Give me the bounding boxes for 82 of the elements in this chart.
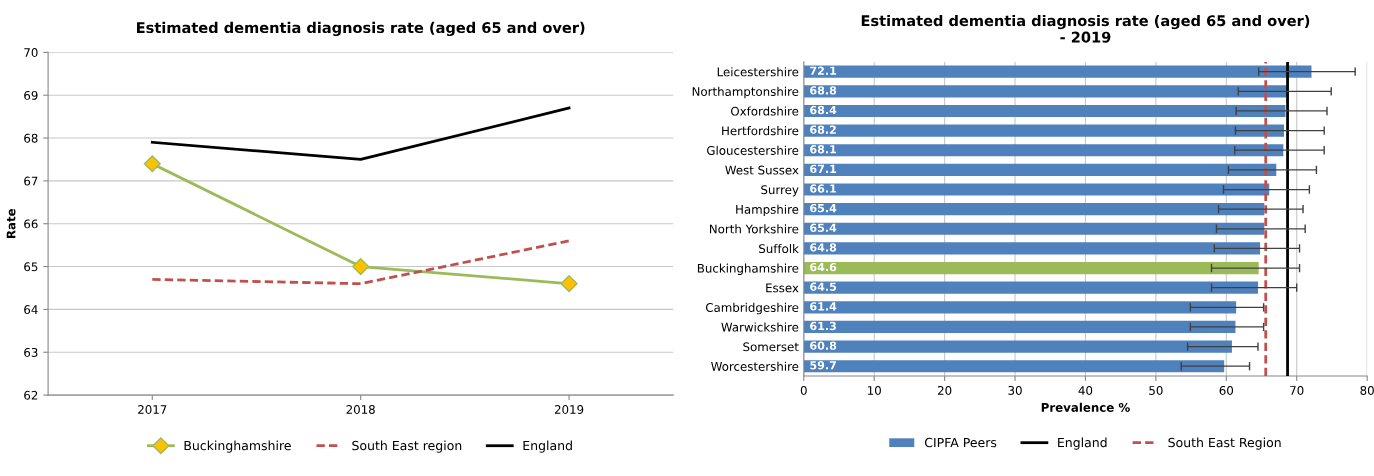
y-axis-title: Rate: [6, 208, 16, 238]
bar: [803, 203, 1265, 216]
y-tick-label: 70: [24, 48, 38, 58]
y-tick-label: North Yorkshire: [709, 224, 799, 234]
y-tick-label: Buckinghamshire: [697, 263, 799, 275]
x-tick-label: 2019: [554, 405, 584, 414]
data-label: 64.5: [810, 282, 837, 291]
bar: [803, 104, 1286, 118]
point: [352, 258, 370, 276]
bar: [803, 360, 1225, 373]
y-tick-label: Leicestershire: [717, 67, 799, 77]
y-tick-label: 66: [24, 219, 38, 229]
x-axis-title: Prevalence %: [1041, 402, 1130, 412]
y-tick-label: Cambridgeshire: [705, 302, 799, 315]
x-tick-label: 2017: [138, 405, 167, 414]
bar: [803, 261, 1259, 275]
bar: [803, 65, 1312, 78]
x-tick-label: 20: [937, 385, 952, 395]
data-label: 60.8: [810, 341, 837, 350]
y-tick-label: Northamptonshire: [692, 86, 799, 99]
y-tick-label: 64: [24, 305, 38, 315]
bar: [803, 124, 1285, 137]
x-tick-label: 40: [1078, 385, 1093, 395]
legend-label: England: [1058, 437, 1107, 450]
chart-title: Estimated dementia diagnosis rate (aged 65 and over): [137, 21, 585, 37]
bar: [803, 242, 1261, 255]
x-tick-label: 10: [867, 385, 881, 395]
legend-label: CIPFA Peers: [924, 437, 997, 448]
legend-label: Buckinghamshire: [184, 440, 291, 453]
y-tick-label: Oxfordshire: [731, 106, 799, 116]
data-label: 68.1: [810, 145, 837, 154]
bar: [803, 144, 1284, 157]
data-label: 68.8: [810, 86, 837, 95]
data-label: 72.1: [810, 66, 837, 75]
bar: [803, 340, 1232, 353]
data-label: 64.6: [810, 262, 837, 272]
legend-label: South East Region: [1168, 437, 1281, 450]
point: [143, 155, 161, 173]
y-tick-label: Worcestershire: [711, 361, 799, 371]
y-tick-label: Somerset: [743, 342, 799, 352]
y-tick-label: Hampshire: [736, 204, 799, 217]
y-tick-label: 62: [24, 390, 38, 400]
legend-label: England: [523, 440, 572, 453]
y-tick-label: Gloucestershire: [707, 145, 799, 155]
data-label: 65.4: [810, 203, 837, 213]
y-tick-label: 69: [24, 90, 38, 100]
y-tick-label: 63: [24, 347, 38, 357]
point: [560, 275, 578, 293]
bar: [803, 183, 1270, 196]
bar: [803, 163, 1277, 176]
legend-label: South East region: [352, 440, 462, 453]
data-label: 68.2: [810, 125, 836, 134]
y-tick-label: Essex: [766, 283, 799, 293]
y-tick-label: 68: [24, 133, 38, 143]
chart-title: Estimated dementia diagnosis rate (aged 65 and over) - 2019: [861, 14, 1310, 43]
data-label: 68.4: [810, 105, 837, 115]
x-tick-label: 0: [800, 385, 807, 395]
x-tick-label: 50: [1149, 385, 1163, 395]
x-tick-label: 30: [1008, 385, 1022, 395]
data-label: 61.4: [810, 302, 837, 311]
data-label: 59.7: [810, 361, 836, 370]
y-tick-label: West Sussex: [725, 165, 799, 175]
bar: [803, 301, 1237, 314]
y-tick-label: Suffolk: [759, 243, 799, 254]
data-label: 66.1: [810, 184, 837, 193]
y-tick-label: 65: [24, 262, 38, 272]
data-label: 67.1: [810, 164, 837, 174]
bar: [803, 85, 1289, 98]
x-tick-label: 70: [1290, 385, 1304, 395]
x-tick-label: 2018: [346, 405, 375, 414]
bar: [803, 320, 1236, 334]
x-tick-label: 80: [1360, 385, 1374, 395]
bar: [803, 222, 1265, 235]
bar: [803, 281, 1258, 294]
y-tick-label: Hertfordshire: [722, 126, 799, 136]
y-tick-label: Warwickshire: [721, 322, 799, 332]
data-label: 65.4: [810, 223, 837, 232]
y-tick-label: 67: [24, 176, 38, 186]
y-tick-label: Surrey: [761, 185, 799, 197]
x-tick-label: 60: [1219, 385, 1234, 395]
data-label: 64.8: [810, 243, 837, 252]
data-label: 61.3: [810, 321, 836, 331]
